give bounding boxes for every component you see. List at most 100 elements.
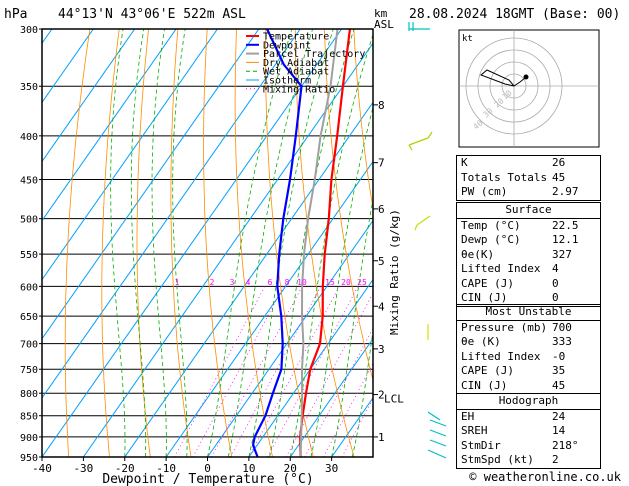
wind-barbs [408,22,447,459]
pressure-tick-label: 750 [20,365,38,376]
wind-barb [408,144,413,151]
hodograph-storm-vector [513,77,526,87]
hodograph-trace [480,69,515,87]
wet-adiabat [248,29,334,457]
height-ref: ASL [374,18,394,31]
height-units: km [374,7,388,20]
hodograph-label: kt [462,34,473,44]
isotherm [165,160,373,457]
series-temperature [299,29,351,457]
wet-adiabat [207,29,293,457]
pressure-tick-label: 600 [20,282,38,293]
mixing-ratio-label: 1 [175,278,180,287]
pressure-tick-label: 850 [20,412,38,423]
mixing-ratio-label: 25 [357,278,367,287]
wind-barb [427,449,447,459]
units-label: hPa [4,7,28,22]
mixing-ratio-label: 20 [341,278,351,287]
legend-label: Wet Adiabat [263,67,329,78]
x-tick-label: -40 [32,462,52,475]
legend-label: Dewpoint [263,40,311,51]
indices-panel: K 26 Totals Totals 45 PW (cm) 2.97 [456,155,601,201]
hodograph-stats-title: Hodograph [457,394,600,410]
hodograph-storm-dot [523,74,529,80]
isotherm [82,42,373,457]
series-parcel-trajectory [299,29,339,457]
mixing-ratio-line [192,286,284,457]
surface-title: Surface [457,203,600,219]
mixing-ratio-label: 3 [230,278,235,287]
pressure-tick-label: 900 [20,433,38,444]
pressure-tick-label: 500 [20,215,38,226]
x-axis-title: Dewpoint / Temperature (°C) [102,472,313,486]
wind-barb [429,419,447,427]
x-tick-label: -30 [73,462,93,475]
mixing-ratio-label: 8 [285,278,290,287]
pressure-tick-label: 950 [20,453,38,464]
km-tick-label: 8 [378,99,385,112]
wet-adiabat [172,29,188,457]
index-row: Totals Totals 45 [461,170,566,184]
legend-label: Dry Adiabat [263,58,329,69]
legend-label: Parcel Trajectory [263,49,365,60]
dry-adiabat [234,29,273,457]
wet-adiabat [110,29,126,457]
series-dewpoint [251,29,303,457]
x-tick-label: 20 [284,462,297,475]
km-tick-label: 7 [378,157,385,170]
isotherm [42,29,177,222]
isotherm [42,29,343,457]
dry-adiabat [64,29,91,457]
dry-adiabat [324,29,373,382]
wet-adiabat [310,105,373,457]
dry-adiabat [101,29,120,457]
mixing-ratio-line [322,362,373,457]
mixing-ratio-label: 4 [246,278,251,287]
km-tick-label: 6 [378,203,385,216]
km-tick-label: 1 [378,431,385,444]
wind-barb [416,215,431,226]
wet-adiabat [331,197,373,457]
mixing-ratio-line [229,286,322,457]
mixing-ratio-title: Mixing Ratio (g/kg) [388,209,401,335]
mixing-ratio-line [267,286,359,457]
pressure-tick-label: 450 [20,176,38,187]
x-tick-label: 10 [242,462,255,475]
isotherm [42,29,136,163]
mixing-ratio-label: 15 [325,278,335,287]
x-tick-label: 0 [204,462,211,475]
x-tick-label: -10 [156,462,176,475]
wet-adiabat [130,29,147,457]
dry-adiabat [294,29,355,457]
index-row: PW (cm) 2.97 [461,185,579,198]
wet-adiabat [151,29,167,457]
legend-label: Temperature [263,32,329,43]
location-title: 44°13'N 43°06'E 522m ASL [58,7,246,22]
isotherm [42,29,260,340]
mixing-ratio-label: 10 [297,278,307,287]
wind-barb [427,411,441,421]
pressure-tick-label: 700 [20,340,38,351]
pressure-tick-label: 350 [20,82,38,93]
wind-barb [414,224,418,231]
isotherm [289,337,373,457]
km-tick-label: 4 [378,300,385,313]
pressure-tick-label: 300 [20,25,38,36]
surface-panel: Surface Temp (°C) 22.5 Dewp (°C) 12.1 θe(K… [456,202,601,307]
pressure-tick-label: 800 [20,389,38,400]
x-tick-label: -20 [115,462,135,475]
unstable-panel: Most Unstable Pressure (mb) 700 θe (K) 333… [456,304,601,394]
wind-barb [429,439,447,447]
footer-credit: © weatheronline.co.uk [469,470,621,484]
km-tick-label: 2 [378,389,385,402]
mixing-ratio-line [304,327,373,457]
isotherm [248,278,373,457]
background-lines [42,29,629,457]
legend-label: Isotherm [263,76,311,87]
datetime-title: 28.08.2024 18GMT (Base: 00) [409,7,621,22]
dry-adiabat [618,29,629,457]
wet-adiabat [227,29,313,457]
pressure-tick-label: 550 [20,250,38,261]
